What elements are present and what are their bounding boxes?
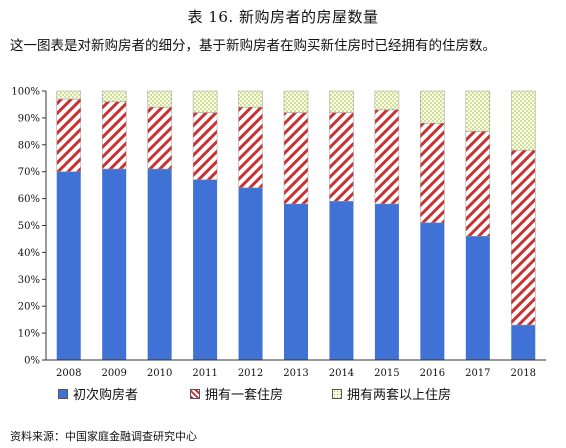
y-tick-label: 50%: [18, 221, 40, 232]
bar-segment-one-home: [238, 106, 263, 189]
x-tick-label: 2017: [465, 368, 490, 379]
y-tick-label: 30%: [18, 275, 40, 286]
source-note: 资料来源：中国家庭金融调查研究中心: [10, 430, 197, 443]
x-tick-label: 2009: [101, 368, 126, 379]
x-tick-label: 2010: [147, 368, 172, 379]
bar-segment-one-home: [329, 112, 354, 202]
bar-segment-two-plus: [511, 90, 536, 151]
y-tick-label: 100%: [11, 87, 40, 98]
legend-item-two-plus: 拥有两套以上住房: [332, 384, 451, 403]
x-tick-label: 2011: [192, 368, 217, 379]
bar-segment-one-home: [283, 112, 309, 205]
bar-segment-first-time: [420, 222, 445, 360]
legend-swatch-dotted: [332, 388, 342, 399]
bar-segment-two-plus: [147, 90, 172, 108]
x-tick-label: 2008: [56, 368, 81, 379]
y-tick-label: 0%: [24, 356, 40, 367]
bar-segment-two-plus: [283, 90, 309, 113]
y-tick-label: 40%: [18, 248, 40, 259]
bar-segment-two-plus: [56, 90, 81, 100]
bar-segment-first-time: [511, 325, 536, 360]
bar-segment-one-home: [465, 131, 491, 237]
page-title: 表 16. 新购房者的房屋数量: [187, 8, 379, 26]
legend-item-one-more: 拥有一套住房: [190, 384, 283, 403]
bar-segment-first-time: [147, 169, 172, 360]
bar-segment-first-time: [329, 201, 354, 360]
bar-segment-one-home: [147, 106, 172, 170]
bar-segment-two-plus: [374, 90, 400, 111]
y-tick-label: 70%: [18, 167, 40, 178]
bar-segment-first-time: [465, 236, 490, 360]
x-tick-label: 2013: [283, 368, 308, 379]
x-tick-label: 2016: [420, 368, 445, 379]
bar-segment-two-plus: [101, 90, 127, 103]
bar-segment-two-plus: [465, 90, 491, 132]
bar-segment-first-time: [374, 203, 399, 360]
x-tick-label: 2012: [238, 368, 263, 379]
bar-segment-two-plus: [420, 90, 445, 124]
legend: 初次购房者 拥有一套住房 拥有两套以上住房: [0, 380, 566, 404]
legend-label-two-plus: 拥有两套以上住房: [347, 388, 452, 403]
x-tick-label: 2015: [374, 368, 399, 379]
bar-segment-first-time: [56, 171, 81, 360]
legend-label-first: 初次购房者: [73, 388, 139, 403]
y-tick-label: 90%: [18, 113, 40, 124]
legend-swatch-blue: [58, 388, 68, 399]
y-tick-label: 60%: [18, 194, 40, 205]
legend-swatch-striped: [190, 388, 200, 399]
bar-segment-two-plus: [192, 90, 218, 113]
y-tick-label: 80%: [18, 140, 40, 151]
y-tick-label: 10%: [18, 329, 40, 340]
bars: [56, 90, 536, 360]
bar-segment-two-plus: [238, 90, 263, 108]
y-axis: 0% 10% 20% 30% 40% 50% 60% 70% 80% 90% 100%: [11, 87, 47, 367]
x-axis: 2008 2009 2010 2011 2012 2013 2014 2015 2016 2017…: [46, 359, 546, 379]
y-tick-label: 20%: [18, 302, 40, 313]
bar-segment-first-time: [102, 169, 127, 360]
bar-segment-first-time: [238, 187, 263, 360]
bar-segment-one-home: [101, 101, 127, 170]
bar-segment-one-home: [374, 109, 400, 205]
bar-segment-first-time: [193, 179, 218, 360]
bar-segment-one-home: [420, 123, 445, 224]
x-tick-label: 2018: [511, 368, 536, 379]
page-subtitle: 这一图表是对新购房者的细分，基于新购房者在购买新住房时已经拥有的住房数。: [10, 38, 496, 54]
bar-segment-one-home: [192, 112, 218, 181]
x-tick-label: 2014: [329, 368, 354, 379]
bar-segment-first-time: [284, 203, 308, 360]
stacked-bar-chart: 0%10%20%30%40%50%60%70%80%90%100% 2008 20…: [11, 87, 546, 379]
bar-segment-one-home: [511, 149, 536, 326]
bar-segment-one-home: [56, 98, 81, 172]
legend-label-one-more: 拥有一套住房: [205, 388, 284, 403]
legend-item-first: 初次购房者: [58, 384, 138, 403]
bar-segment-two-plus: [329, 90, 354, 113]
